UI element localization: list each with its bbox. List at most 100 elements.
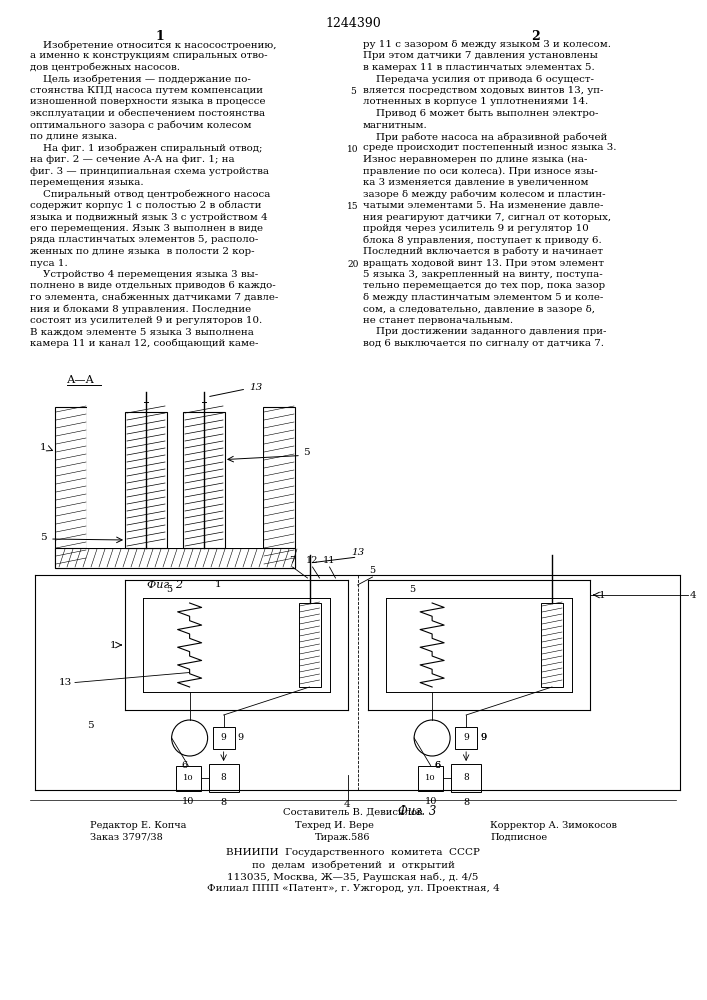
Text: лотненных в корпусе 1 уплотнениями 14.: лотненных в корпусе 1 уплотнениями 14. — [363, 98, 588, 106]
Text: Заказ 3797/38: Заказ 3797/38 — [90, 833, 163, 842]
Text: 1: 1 — [110, 641, 117, 650]
Text: стоянства КПД насоса путем компенсации: стоянства КПД насоса путем компенсации — [30, 86, 263, 95]
Text: 7: 7 — [289, 556, 296, 565]
Text: не станет первоначальным.: не станет первоначальным. — [363, 316, 513, 325]
Text: 6: 6 — [434, 761, 440, 770]
Text: 5: 5 — [370, 566, 375, 575]
Text: 11: 11 — [323, 556, 336, 565]
Text: 5: 5 — [40, 534, 47, 542]
Text: 4: 4 — [690, 590, 696, 599]
Text: женных по длине языка  в полости 2 кор-: женных по длине языка в полости 2 кор- — [30, 247, 255, 256]
Text: чатыми элементами 5. На изменение давле-: чатыми элементами 5. На изменение давле- — [363, 201, 604, 210]
Text: 10: 10 — [426, 774, 436, 782]
Bar — [183, 412, 225, 548]
Text: фиг. 3 — принципиальная схема устройства: фиг. 3 — принципиальная схема устройства — [30, 166, 269, 176]
Text: ВНИИПИ  Государственного  комитета  СССР: ВНИИПИ Государственного комитета СССР — [226, 848, 480, 857]
Text: тельно перемещается до тех пор, пока зазор: тельно перемещается до тех пор, пока заз… — [363, 282, 605, 290]
Text: Передача усилия от привода 6 осущест-: Передача усилия от привода 6 осущест- — [363, 75, 594, 84]
Bar — [55, 548, 295, 568]
Text: Составитель В. Девисилов: Составитель В. Девисилов — [284, 808, 423, 817]
Text: оптимального зазора с рабочим колесом: оптимального зазора с рабочим колесом — [30, 120, 252, 130]
Text: магнитным.: магнитным. — [363, 120, 428, 129]
Text: 5: 5 — [409, 585, 415, 594]
Text: 8: 8 — [463, 798, 469, 807]
Text: эксплуатации и обеспечением постоянства: эксплуатации и обеспечением постоянства — [30, 109, 265, 118]
Text: 13: 13 — [210, 382, 262, 396]
Bar — [451, 764, 481, 792]
Text: правление по оси колеса). При износе язы-: правление по оси колеса). При износе язы… — [363, 166, 597, 176]
Text: Филиал ППП «Патент», г. Ужгород, ул. Проектная, 4: Филиал ППП «Патент», г. Ужгород, ул. Про… — [206, 884, 499, 893]
Text: по длине языка.: по длине языка. — [30, 132, 117, 141]
Text: ния реагируют датчики 7, сигнал от которых,: ния реагируют датчики 7, сигнал от котор… — [363, 213, 611, 222]
Text: среде происходит постепенный износ языка 3.: среде происходит постепенный износ языка… — [363, 143, 617, 152]
Text: 20: 20 — [347, 260, 358, 269]
Text: 2: 2 — [531, 30, 539, 43]
Text: содержит корпус 1 с полостью 2 в области: содержит корпус 1 с полостью 2 в области — [30, 201, 262, 211]
Text: δ между пластинчатым элементом 5 и коле-: δ между пластинчатым элементом 5 и коле- — [363, 293, 603, 302]
Bar — [175, 766, 201, 790]
Text: по  делам  изобретений  и  открытий: по делам изобретений и открытий — [252, 860, 455, 869]
Text: полнено в виде отдельных приводов 6 каждо-: полнено в виде отдельных приводов 6 кажд… — [30, 282, 276, 290]
Text: А—А: А—А — [67, 375, 95, 385]
Text: вод 6 выключается по сигналу от датчика 7.: вод 6 выключается по сигналу от датчика … — [363, 339, 604, 348]
Bar — [298, 603, 320, 687]
Text: камера 11 и канал 12, сообщающий каме-: камера 11 и канал 12, сообщающий каме- — [30, 339, 259, 349]
Bar — [209, 764, 239, 792]
Text: Цель изобретения — поддержание по-: Цель изобретения — поддержание по- — [30, 75, 251, 84]
Text: 8: 8 — [221, 798, 227, 807]
Text: зазоре δ между рабочим колесом и пластин-: зазоре δ между рабочим колесом и пластин… — [363, 190, 606, 199]
Text: На фиг. 1 изображен спиральный отвод;: На фиг. 1 изображен спиральный отвод; — [30, 143, 262, 153]
Text: Устройство 4 перемещения языка 3 вы-: Устройство 4 перемещения языка 3 вы- — [30, 270, 258, 279]
Text: а именно к конструкциям спиральных отво-: а именно к конструкциям спиральных отво- — [30, 51, 268, 60]
Text: При этом датчики 7 давления установлены: При этом датчики 7 давления установлены — [363, 51, 598, 60]
Text: 6: 6 — [182, 761, 187, 770]
Text: ряда пластинчатых элементов 5, располо-: ряда пластинчатых элементов 5, располо- — [30, 235, 258, 244]
Text: При достижении заданного давления при-: При достижении заданного давления при- — [363, 328, 607, 336]
Text: 1244390: 1244390 — [325, 17, 381, 30]
Bar — [418, 766, 443, 790]
Text: 5: 5 — [303, 448, 310, 457]
Text: изношенной поверхности языка в процессе: изношенной поверхности языка в процессе — [30, 98, 266, 106]
Text: Износ неравномерен по длине языка (на-: Износ неравномерен по длине языка (на- — [363, 155, 588, 164]
Bar — [213, 727, 235, 749]
Text: 1: 1 — [215, 580, 221, 589]
Text: ния и блоками 8 управления. Последние: ния и блоками 8 управления. Последние — [30, 304, 251, 314]
Text: 10: 10 — [347, 145, 358, 154]
Text: ка 3 изменяется давление в увеличенном: ка 3 изменяется давление в увеличенном — [363, 178, 588, 187]
Text: 8: 8 — [463, 774, 469, 782]
Text: 10: 10 — [182, 796, 194, 806]
Text: 5 языка 3, закрепленный на винту, поступа-: 5 языка 3, закрепленный на винту, поступ… — [363, 270, 603, 279]
Text: в камерах 11 в пластинчатых элементах 5.: в камерах 11 в пластинчатых элементах 5. — [363, 63, 595, 72]
Text: 15: 15 — [347, 202, 359, 211]
Text: сом, а следовательно, давление в зазоре δ,: сом, а следовательно, давление в зазоре … — [363, 304, 595, 314]
Bar — [87, 407, 263, 548]
Text: состоят из усилителей 9 и регуляторов 10.: состоят из усилителей 9 и регуляторов 10… — [30, 316, 262, 325]
Text: 113035, Москва, Ж—35, Раушская наб., д. 4/5: 113035, Москва, Ж—35, Раушская наб., д. … — [228, 872, 479, 882]
Text: 6: 6 — [434, 761, 440, 770]
Text: 5: 5 — [167, 585, 173, 594]
Text: го элемента, снабженных датчиками 7 давле-: го элемента, снабженных датчиками 7 давл… — [30, 293, 279, 302]
Text: Корректор А. Зимокосов: Корректор А. Зимокосов — [490, 821, 617, 830]
Text: 5: 5 — [350, 87, 356, 96]
Text: 9: 9 — [480, 734, 486, 742]
Text: пуса 1.: пуса 1. — [30, 258, 68, 267]
Text: Последний включается в работу и начинает: Последний включается в работу и начинает — [363, 247, 603, 256]
Text: 10: 10 — [424, 796, 437, 806]
Text: Привод 6 может быть выполнен электро-: Привод 6 может быть выполнен электро- — [363, 109, 599, 118]
Text: 8: 8 — [221, 774, 226, 782]
Text: дов центробежных насосов.: дов центробежных насосов. — [30, 63, 180, 73]
Text: 4: 4 — [344, 800, 351, 809]
Text: Спиральный отвод центробежного насоса: Спиральный отвод центробежного насоса — [30, 190, 270, 199]
Bar — [541, 603, 563, 687]
Text: Фиг. 2: Фиг. 2 — [147, 580, 183, 590]
Text: 1: 1 — [599, 590, 605, 599]
Text: 12: 12 — [306, 556, 319, 565]
Text: 13: 13 — [59, 678, 71, 687]
Text: 1: 1 — [40, 442, 47, 452]
Text: 13: 13 — [351, 548, 364, 557]
Text: пройдя через усилитель 9 и регулятор 10: пройдя через усилитель 9 и регулятор 10 — [363, 224, 589, 233]
Text: 1: 1 — [156, 30, 164, 43]
Text: Фиг. 3: Фиг. 3 — [398, 805, 437, 818]
Text: блока 8 управления, поступает к приводу 6.: блока 8 управления, поступает к приводу … — [363, 235, 602, 245]
Text: на фиг. 2 — сечение А-А на фиг. 1; на: на фиг. 2 — сечение А-А на фиг. 1; на — [30, 155, 235, 164]
